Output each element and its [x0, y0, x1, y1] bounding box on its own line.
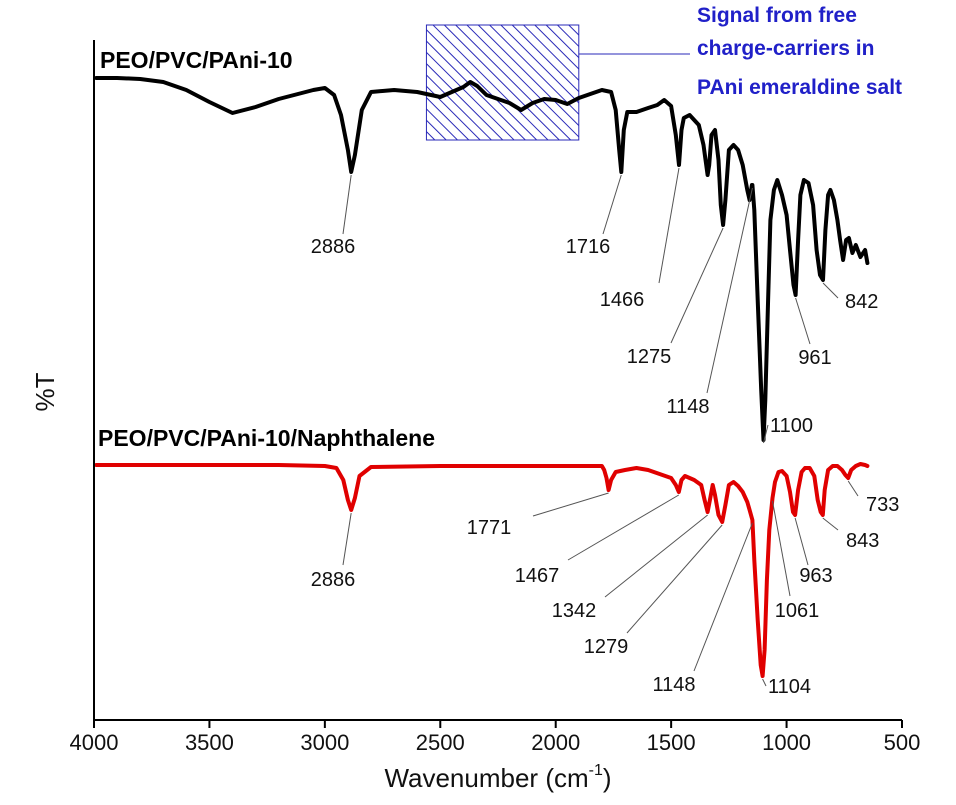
annotation-text-line-1: Signal from free — [697, 4, 857, 27]
peak-leader-0-1100 — [763, 424, 769, 444]
peak-label-1-963: 963 — [799, 565, 832, 587]
peak-leader-1-1467 — [567, 494, 680, 561]
series-line-1 — [94, 462, 870, 678]
x-tick-label-1500: 1500 — [647, 730, 696, 755]
series-title-top: PEO/PVC/PAni-10 — [100, 47, 293, 73]
peak-leader-1-963 — [794, 517, 809, 566]
series-line-0 — [94, 76, 870, 442]
axes: 4000 3500 3000 2500 2000 1500 1000 500 — [70, 40, 921, 755]
x-axis-title: Wavenumber (cm-1) — [384, 762, 611, 793]
x-axis-title-close: ) — [603, 763, 612, 793]
x-tick-layer: 4000 3500 3000 2500 2000 1500 1000 500 — [70, 720, 921, 755]
peak-label-1-2886: 2886 — [311, 569, 356, 591]
peak-label-1-1279: 1279 — [584, 636, 629, 658]
x-tick-label-500: 500 — [884, 730, 921, 755]
peak-label-1-1104: 1104 — [768, 676, 811, 698]
peak-label-0-1716: 1716 — [566, 236, 611, 258]
peak-leader-0-1275 — [670, 227, 724, 344]
y-axis-title: %T — [30, 372, 60, 411]
peak-leader-1-1279 — [626, 524, 723, 634]
x-tick-label-3500: 3500 — [185, 730, 234, 755]
peak-leader-0-842 — [822, 282, 839, 299]
x-tick-label-1000: 1000 — [762, 730, 811, 755]
peak-label-0-1466: 1466 — [600, 289, 645, 311]
peak-leader-1-1148 — [693, 522, 753, 672]
peak-leader-1-733 — [847, 480, 859, 497]
annotation-text-line-2: charge-carriers in — [697, 37, 874, 60]
peak-leader-0-1148 — [706, 187, 753, 394]
series-title-bottom: PEO/PVC/PAni-10/Naphthalene — [98, 425, 435, 451]
annotation-text-line-3: PAni emeraldine salt — [697, 76, 902, 99]
series-layer — [94, 76, 870, 678]
free-carrier-annotation: Signal from free charge-carriers in PAni… — [425, 4, 902, 141]
peak-label-0-2886: 2886 — [311, 236, 356, 258]
peak-leader-0-2886 — [342, 174, 352, 235]
peak-leader-0-1716 — [602, 174, 622, 235]
peak-label-1-1061: 1061 — [775, 600, 820, 622]
peak-label-1-1342: 1342 — [552, 600, 597, 622]
peak-leader-1-1104 — [762, 678, 767, 687]
peak-label-0-1275: 1275 — [627, 346, 672, 368]
x-tick-label-2000: 2000 — [531, 730, 580, 755]
peak-leader-0-1466 — [658, 167, 680, 284]
peak-label-layer: 2886 1716 1466 1275 1148 1100 961 842 2886 1771 14… — [311, 167, 899, 698]
peak-label-0-961: 961 — [798, 347, 831, 369]
x-tick-label-3000: 3000 — [300, 730, 349, 755]
peak-leader-0-961 — [795, 297, 811, 345]
peak-leader-1-1342 — [604, 514, 708, 598]
x-tick-label-2500: 2500 — [416, 730, 465, 755]
x-axis-title-main: Wavenumber (cm — [384, 763, 588, 793]
peak-label-1-1771: 1771 — [467, 517, 512, 539]
peak-label-0-1100: 1100 — [770, 415, 813, 437]
peak-leader-1-2886 — [342, 512, 352, 566]
hatched-region — [425, 24, 580, 141]
x-tick-label-4000: 4000 — [70, 730, 119, 755]
peak-label-0-842: 842 — [845, 291, 878, 313]
peak-leader-1-843 — [822, 517, 839, 531]
peak-leader-1-1771 — [532, 492, 609, 517]
peak-label-1-1467: 1467 — [515, 565, 560, 587]
peak-label-1-843: 843 — [846, 530, 879, 552]
peak-label-1-733: 733 — [866, 494, 899, 516]
peak-leader-1-1061 — [771, 500, 791, 597]
peak-label-0-1148: 1148 — [666, 396, 709, 418]
x-axis-title-superscript: -1 — [589, 762, 603, 779]
peak-label-1-1148: 1148 — [652, 674, 695, 696]
